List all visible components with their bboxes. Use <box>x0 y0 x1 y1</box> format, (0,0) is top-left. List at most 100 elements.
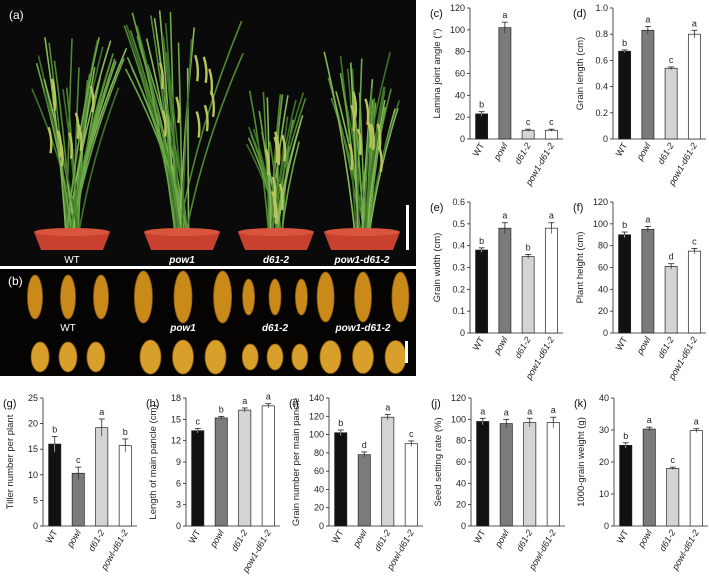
significance-letter: a <box>242 396 247 406</box>
bar-i-3 <box>404 443 418 527</box>
bar-k-3 <box>689 430 703 527</box>
panicle <box>376 123 382 150</box>
chart-f: (f) 0 20 40 60 80 100 120 Plant height (cm) b WT a p… <box>573 197 706 382</box>
bar-f-1 <box>641 228 655 334</box>
bar-g-3 <box>118 445 132 527</box>
panicle <box>47 126 53 154</box>
significance-letter: b <box>622 220 627 230</box>
significance-letter: a <box>502 211 507 221</box>
y-tick-label: 120 <box>450 3 465 13</box>
leaf-blade <box>270 97 307 239</box>
panicle <box>68 132 74 159</box>
grain-with-hull <box>391 271 410 323</box>
leaf-blade <box>349 62 359 239</box>
x-tick-label: d61-2 <box>514 528 534 553</box>
dehulled-grain <box>139 339 162 375</box>
significance-letter: b <box>219 404 224 414</box>
significance-letter: a <box>385 402 390 412</box>
bar-d-0 <box>618 50 632 140</box>
leaf-blade <box>69 53 114 239</box>
chart-h: (h) 0 3 6 9 12 15 18 Length of main pancle (cm) c… <box>146 392 280 575</box>
significance-letter: b <box>479 100 484 110</box>
panicle <box>281 134 287 162</box>
x-tick-label: WT <box>471 141 487 159</box>
x-tick-label: pow1-d61-2 <box>523 141 556 188</box>
panicle <box>202 56 208 84</box>
panicle <box>272 197 278 224</box>
chart-i: (i) 0 20 40 60 80 100 120 140 Grain number per ma… <box>289 393 423 572</box>
plant-name-wt: WT <box>64 255 80 266</box>
bar-i-1 <box>357 454 371 527</box>
significance-letter: b <box>479 236 484 246</box>
bar-e-2 <box>521 256 535 334</box>
bar-j-0 <box>476 421 490 527</box>
y-tick-label: 15 <box>171 414 181 424</box>
bar-j-2 <box>523 422 537 527</box>
bar-c-0 <box>475 113 489 140</box>
y-tick-label: 100 <box>451 414 466 424</box>
dehulled-grain <box>58 341 78 373</box>
y-tick-label: 10 <box>28 470 38 480</box>
y-tick-label: 12 <box>171 436 181 446</box>
x-tick-label: powl-d61-2 <box>670 528 701 572</box>
bar-f-0 <box>618 234 632 334</box>
bar-e-3 <box>544 227 558 334</box>
bar-e-1 <box>498 227 512 334</box>
x-tick-label: WT <box>614 335 630 353</box>
dehulled-grain <box>172 339 194 375</box>
y-tick-label: 0.3 <box>452 263 465 273</box>
y-tick-label: 80 <box>455 47 465 57</box>
panicle <box>352 91 358 118</box>
x-tick-label: powl <box>493 527 512 550</box>
y-axis-title: Grain number per main pancle <box>291 398 302 526</box>
bar-g-0 <box>48 443 62 527</box>
significance-letter: a <box>692 18 697 28</box>
panicle <box>89 85 95 113</box>
leaf-blade <box>77 87 120 239</box>
x-tick-label: WT <box>615 528 631 546</box>
panicle <box>278 183 284 211</box>
bar-d-3 <box>687 33 701 140</box>
leaf-blade <box>65 37 100 239</box>
scale-bar-b <box>405 341 408 363</box>
significance-letter: a <box>480 406 485 416</box>
x-tick-label: d61-2 <box>86 528 106 553</box>
bar-c-3 <box>544 129 558 140</box>
y-tick-label: 20 <box>456 500 466 510</box>
bar-k-1 <box>642 428 656 527</box>
chart-e: (e) 0 0.1 0.2 0.3 0.4 0.5 0.6 Grain width (cm) b W… <box>430 197 563 382</box>
panicle <box>356 128 362 156</box>
bar-c-1 <box>498 27 512 140</box>
plant-name-pow1: pow1 <box>168 255 195 266</box>
bar-c-2 <box>521 129 535 140</box>
panicle <box>203 104 209 132</box>
significance-letter: a <box>645 215 650 225</box>
y-tick-label: 0.5 <box>452 219 465 229</box>
x-tick-label: pow1-d61-2 <box>240 528 273 575</box>
x-tick-label: powl <box>634 334 653 357</box>
x-tick-label: d61-2 <box>656 335 676 360</box>
leaf-blade <box>323 51 357 239</box>
leaf-blade <box>53 60 73 239</box>
significance-letter: b <box>622 38 627 48</box>
panel-label-g: (g) <box>3 398 16 410</box>
significance-letter: a <box>504 407 509 417</box>
x-tick-label: d61-2 <box>657 528 677 553</box>
y-axis-title: Grain width (cm) <box>432 233 443 303</box>
y-tick-label: 18 <box>171 393 181 403</box>
rice-plants <box>31 10 401 250</box>
grain-with-hull <box>173 270 193 324</box>
y-tick-label: 100 <box>593 219 608 229</box>
dehulled-grain <box>319 340 342 374</box>
y-axis-title: 1000-grain weight (g) <box>576 417 587 507</box>
leaf-blade <box>184 53 244 239</box>
dehulled-grain <box>291 343 309 371</box>
significance-letter: c <box>549 117 554 127</box>
significance-letter: d <box>362 440 367 450</box>
y-tick-label: 9 <box>176 457 181 467</box>
panicle <box>161 110 167 137</box>
significance-letter: a <box>694 417 699 427</box>
y-tick-label: 0.8 <box>595 29 608 39</box>
x-tick-label: d61-2 <box>513 335 533 360</box>
grain-with-hull <box>294 278 308 316</box>
